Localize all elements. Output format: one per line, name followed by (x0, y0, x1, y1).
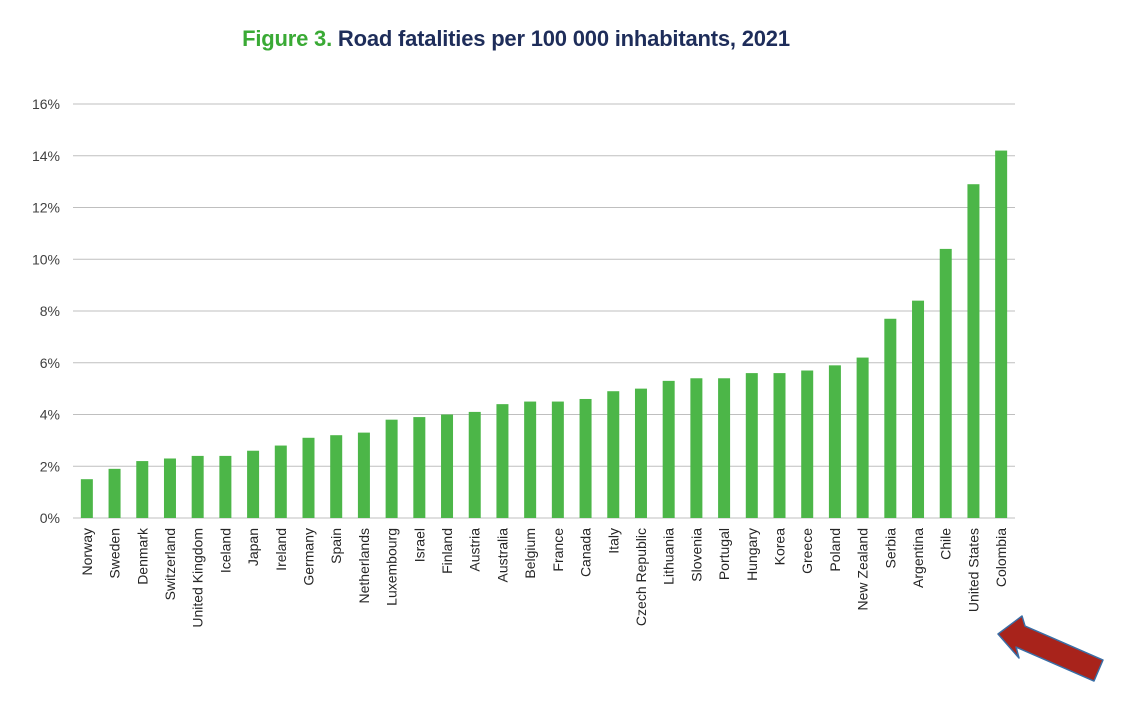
x-tick-label: Spain (328, 528, 344, 564)
bar (912, 300, 925, 518)
bar (163, 458, 176, 518)
bar (718, 378, 731, 518)
x-tick-label: Canada (578, 528, 594, 577)
figure-title-text: Road fatalities per 100 000 inhabitants,… (337, 26, 790, 51)
x-tick-label: United Kingdom (190, 528, 206, 628)
x-tick-label: Colombia (993, 528, 1009, 587)
x-tick-label: Germany (301, 528, 317, 586)
bar (302, 437, 315, 518)
x-tick-label: Austria (467, 528, 483, 572)
y-tick-label: 6% (40, 355, 60, 371)
x-tick-label: Czech Republic (633, 528, 649, 626)
x-tick-label: Israel (411, 528, 427, 562)
x-tick-label: Norway (79, 528, 95, 575)
annotation-arrow (997, 615, 1104, 682)
bar (995, 150, 1008, 518)
bar (496, 404, 509, 518)
bar (607, 391, 620, 518)
bar (801, 370, 814, 518)
x-tick-label: Chile (938, 528, 954, 560)
bar (80, 479, 93, 518)
bar (884, 318, 897, 518)
x-tick-label: Netherlands (356, 528, 372, 604)
figure-number: Figure 3. (242, 26, 332, 51)
x-tick-label: Argentina (910, 528, 926, 588)
bar (468, 411, 481, 518)
bar (856, 357, 869, 518)
bar (219, 455, 232, 518)
bar (773, 373, 786, 518)
y-tick-label: 10% (32, 251, 60, 267)
gridlines (73, 103, 1015, 519)
bar (385, 419, 398, 518)
y-axis-ticks: 0% 2% 4% 6% 8% 10% 12% 14% 16% (32, 96, 60, 526)
chart-title: Figure 3. Road fatalities per 100 000 in… (0, 26, 1032, 52)
bar (524, 401, 537, 518)
bar (634, 388, 647, 518)
x-tick-label: Hungary (744, 528, 760, 581)
y-tick-label: 16% (32, 96, 60, 112)
x-tick-label: Iceland (217, 528, 233, 573)
x-tick-label: Slovenia (688, 528, 704, 582)
x-tick-label: Greece (799, 528, 815, 574)
y-tick-label: 2% (40, 458, 60, 474)
y-tick-label: 14% (32, 148, 60, 164)
y-tick-label: 4% (40, 407, 60, 423)
x-tick-label: Sweden (107, 528, 123, 579)
bar (579, 398, 592, 518)
y-tick-label: 8% (40, 303, 60, 319)
x-tick-label: Portugal (716, 528, 732, 580)
bars (80, 150, 1008, 518)
x-tick-label: Lithuania (661, 528, 677, 585)
x-tick-label: Ireland (273, 528, 289, 571)
x-tick-label: Denmark (134, 527, 150, 585)
x-tick-label: New Zealand (855, 528, 871, 611)
bar (551, 401, 564, 518)
bar (745, 373, 758, 518)
bar (662, 380, 675, 518)
x-tick-label: Australia (494, 528, 510, 583)
x-tick-label: Switzerland (162, 528, 178, 600)
bar (828, 365, 841, 518)
x-tick-label: Finland (439, 528, 455, 574)
bar (441, 414, 454, 518)
x-tick-label: Luxembourg (384, 528, 400, 606)
y-tick-label: 0% (40, 510, 60, 526)
bar (357, 432, 370, 518)
x-tick-label: United States (965, 528, 981, 612)
bar (136, 461, 149, 518)
bar (413, 417, 426, 518)
bar (967, 184, 980, 518)
bar (690, 378, 703, 518)
arrow-icon (997, 615, 1104, 682)
bar (274, 445, 287, 518)
x-tick-label: Belgium (522, 528, 538, 579)
x-tick-label: Serbia (882, 528, 898, 569)
x-tick-label: Italy (605, 528, 621, 554)
y-tick-label: 12% (32, 200, 60, 216)
x-tick-label: Poland (827, 528, 843, 572)
x-tick-label: France (550, 528, 566, 572)
bar (330, 435, 343, 518)
bar (191, 455, 204, 518)
bar (939, 248, 952, 518)
bar (108, 468, 121, 518)
x-axis-labels: Norway Sweden Denmark Switzerland United Kin… (79, 527, 1009, 628)
x-tick-label: Japan (245, 528, 261, 566)
x-tick-label: Korea (772, 528, 788, 566)
bar (247, 450, 260, 518)
